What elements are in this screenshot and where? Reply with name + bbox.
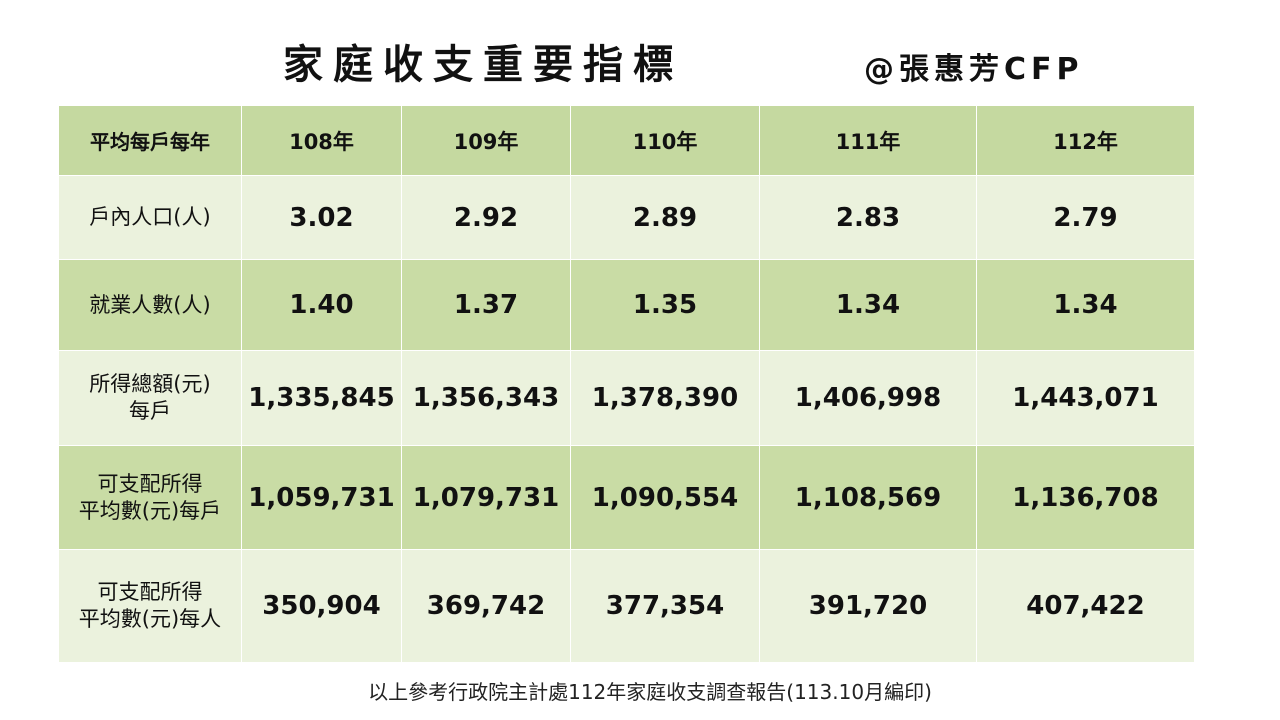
table-cell: 1.34 [976,259,1195,351]
row-label-line: 每戶 [129,399,171,423]
column-header: 112年 [976,105,1195,176]
cell-value: 2.79 [1053,202,1118,233]
table-row: 所得總額(元) 每戶 1,335,845 1,356,343 1,378,390 … [58,350,1195,446]
year-header: 111年 [835,129,901,154]
table-cell: 1.40 [241,259,402,351]
author-credit: @張惠芳CFP [864,52,1084,87]
year-header: 109年 [453,129,519,154]
table-cell: 407,422 [976,549,1195,663]
row-label-line: 所得總額(元) [89,372,211,396]
table-cell: 377,354 [570,549,760,663]
cell-value: 1.40 [289,290,354,320]
cell-value: 1.34 [835,290,901,320]
row-header: 所得總額(元) 每戶 [58,350,242,446]
column-header: 111年 [759,105,977,176]
table-cell: 1,090,554 [570,445,760,550]
cell-value: 1,108,569 [794,482,942,513]
row-header: 就業人數(人) [58,259,242,351]
table-cell: 1,378,390 [570,350,760,446]
table-cell: 350,904 [241,549,402,663]
table-cell: 1,406,998 [759,350,977,446]
table-cell: 1,356,343 [401,350,571,446]
column-header: 108年 [241,105,402,176]
cell-value: 1,406,998 [794,383,942,413]
cell-value: 1,335,845 [248,383,395,413]
table-row: 可支配所得 平均數(元)每戶 1,059,731 1,079,731 1,090,… [58,445,1195,550]
year-header: 108年 [289,129,354,154]
cell-value: 1.35 [632,290,698,320]
source-note: 以上參考行政院主計處112年家庭收支調查報告(113.10月編印) [368,680,932,704]
household-indicators-table: 平均每戶每年 108年 109年 110年 111年 112年 戶內人口(人) … [58,105,1195,663]
cell-value: 1,059,731 [248,482,395,513]
table-cell: 2.83 [759,175,977,260]
row-header: 可支配所得 平均數(元)每戶 [58,445,242,550]
table-cell: 2.92 [401,175,571,260]
year-header: 110年 [632,129,698,154]
row-label-line: 平均數(元)每戶 [78,498,222,523]
table-cell: 369,742 [401,549,571,663]
table-cell: 2.79 [976,175,1195,260]
table-header-row: 平均每戶每年 108年 109年 110年 111年 112年 [58,105,1195,176]
table-corner-cell: 平均每戶每年 [58,105,242,176]
table-cell: 1,136,708 [976,445,1195,550]
table-cell: 3.02 [241,175,402,260]
row-label-line: 戶內人口(人) [89,205,211,229]
page-title: 家庭收支重要指標 [283,42,683,88]
cell-value: 1,136,708 [1012,482,1159,513]
table-cell: 1.35 [570,259,760,351]
cell-value: 1.37 [453,290,519,320]
table-cell: 1.37 [401,259,571,351]
row-header: 可支配所得平均數(元)每人 [58,549,242,663]
cell-value: 3.02 [289,202,354,233]
table-cell: 1,059,731 [241,445,402,550]
cell-value: 350,904 [262,591,381,621]
table-row: 就業人數(人) 1.40 1.37 1.35 1.34 1.34 [58,259,1195,351]
cell-value: 2.89 [632,202,698,233]
cell-value: 407,422 [1026,591,1145,621]
cell-value: 369,742 [426,591,546,621]
table-cell: 391,720 [759,549,977,663]
cell-value: 2.92 [453,202,519,233]
column-header: 109年 [401,105,571,176]
row-header: 戶內人口(人) [58,175,242,260]
row-label-line: 平均數(元)每人 [78,607,222,631]
cell-value: 1.34 [1053,290,1118,320]
row-label-line: 可支配所得 [97,471,203,496]
cell-value: 377,354 [605,591,725,621]
table-row: 可支配所得平均數(元)每人 350,904 369,742 377,354 39… [58,549,1195,663]
table-row: 戶內人口(人) 3.02 2.92 2.89 2.83 2.79 [58,175,1195,260]
corner-label: 平均每戶每年 [90,130,210,154]
cell-value: 1,443,071 [1012,383,1159,413]
cell-value: 391,720 [808,591,928,621]
table-cell: 2.89 [570,175,760,260]
table-cell: 1.34 [759,259,977,351]
table-cell: 1,443,071 [976,350,1195,446]
table-cell: 1,108,569 [759,445,977,550]
cell-value: 2.83 [835,202,901,233]
row-label-line: 就業人數(人) [89,292,211,317]
column-header: 110年 [570,105,760,176]
cell-value: 1,378,390 [591,383,739,413]
cell-value: 1,079,731 [412,482,560,513]
table-cell: 1,079,731 [401,445,571,550]
table-cell: 1,335,845 [241,350,402,446]
cell-value: 1,090,554 [591,482,739,513]
cell-value: 1,356,343 [412,383,560,413]
row-label-line: 可支配所得 [97,580,203,604]
year-header: 112年 [1053,129,1118,154]
